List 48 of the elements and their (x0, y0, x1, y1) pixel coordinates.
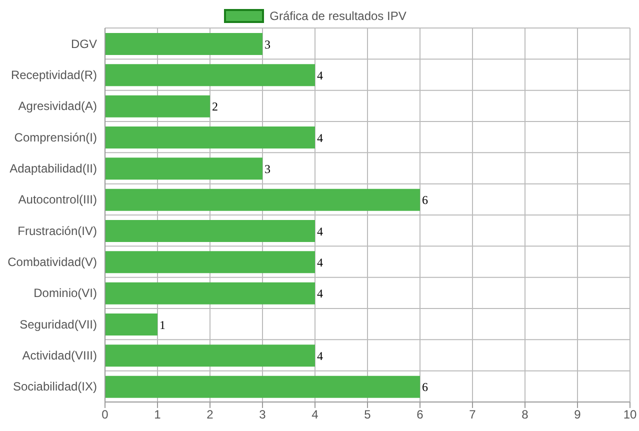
data-label: 4 (317, 224, 323, 238)
bar (105, 33, 262, 55)
data-label: 6 (422, 193, 428, 208)
x-tick-label: 1 (154, 408, 162, 422)
bar (105, 188, 420, 211)
bar (105, 344, 315, 367)
data-label: 6 (422, 380, 428, 394)
y-tick-label: Frustración(IV) (18, 224, 97, 238)
y-tick-label: Dominio(VI) (34, 286, 97, 300)
y-tick-label: DGV (70, 36, 97, 51)
x-tick-label: 6 (416, 408, 424, 422)
data-label: 4 (317, 68, 323, 82)
data-label: 2 (212, 100, 218, 114)
x-tick-label: 5 (364, 408, 372, 422)
x-tick-label: 9 (574, 408, 582, 422)
data-label: 4 (317, 348, 323, 363)
y-tick-label: Agresividad(A) (18, 99, 97, 114)
data-label: 3 (264, 37, 270, 52)
y-tick-label: Receptividad(R) (10, 68, 97, 82)
data-label: 3 (264, 162, 270, 176)
y-tick-label: Seguridad(VII) (20, 317, 97, 332)
bar (105, 95, 210, 118)
bar (105, 220, 315, 242)
bar (105, 126, 315, 148)
data-label: 1 (160, 318, 166, 332)
bar (105, 282, 315, 304)
y-tick-label: Autocontrol(III) (18, 192, 97, 207)
y-tick-label: Combatividad(V) (8, 255, 97, 270)
x-tick-label: 3 (259, 408, 266, 422)
y-tick-label: Comprensión(I) (14, 130, 97, 144)
bar (105, 64, 315, 86)
x-tick-label: 8 (522, 408, 529, 422)
bar (105, 314, 158, 336)
data-label: 4 (317, 286, 323, 301)
x-tick-label: 0 (102, 408, 109, 422)
x-tick-label: 10 (623, 408, 637, 422)
y-tick-label: Sociabilidad(IX) (12, 380, 97, 394)
y-tick-label: Actividad(VIII) (22, 348, 97, 363)
x-tick-label: 2 (206, 408, 214, 422)
bar (105, 376, 420, 398)
data-label: 4 (317, 255, 323, 270)
x-tick-label: 4 (312, 408, 319, 422)
y-tick-label: Adaptabilidad(II) (10, 162, 97, 176)
data-label: 4 (317, 130, 323, 145)
bar (105, 251, 315, 274)
x-tick-label: 7 (469, 408, 476, 422)
bar (105, 158, 262, 180)
legend-label: Gráfica de resultados IPV (270, 9, 406, 23)
